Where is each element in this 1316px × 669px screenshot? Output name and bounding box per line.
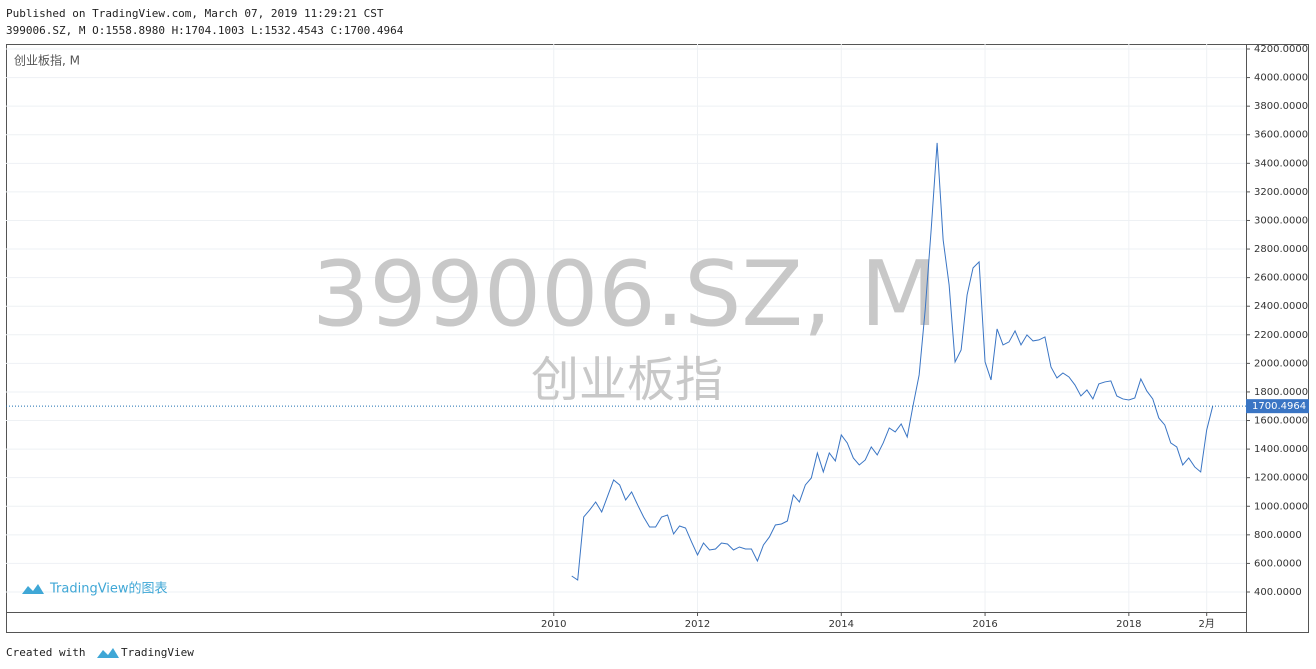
y-tick-label: 1000.0000 — [1254, 501, 1308, 512]
y-tick-label: 4200.0000 — [1254, 44, 1308, 55]
x-tick-label: 2018 — [1116, 619, 1141, 630]
x-tick-label: 2016 — [972, 619, 997, 630]
x-tick-label: 2月 — [1198, 618, 1214, 630]
y-tick-label: 4000.0000 — [1254, 73, 1308, 84]
y-tick-label: 3000.0000 — [1254, 215, 1308, 226]
y-tick-label: 800.0000 — [1254, 530, 1302, 541]
y-tick-label: 2600.0000 — [1254, 273, 1308, 284]
y-tick-label: 3200.0000 — [1254, 187, 1308, 198]
y-tick-label: 600.0000 — [1254, 558, 1302, 569]
y-tick-label: 3400.0000 — [1254, 158, 1308, 169]
watermark: 399006.SZ, M — [312, 242, 938, 347]
x-tick-label: 2014 — [829, 619, 854, 630]
x-tick-label: 2010 — [541, 619, 566, 630]
price-line — [571, 142, 1214, 581]
logo-text: TradingView的图表 — [49, 581, 168, 597]
y-tick-label: 2800.0000 — [1254, 244, 1308, 255]
last-price-label: 1700.4964 — [1252, 401, 1306, 412]
footer-logo-icon — [97, 648, 119, 658]
logo-icon — [22, 584, 44, 594]
chart-frame — [6, 44, 1309, 633]
x-tick-label: 2012 — [685, 619, 710, 630]
published-note: Published on TradingView.com, March 07, … — [6, 7, 384, 20]
y-tick-label: 1200.0000 — [1254, 473, 1308, 484]
ohlc-line: 399006.SZ, M O:1558.8980 H:1704.1003 L:1… — [6, 24, 404, 37]
y-tick-label: 1800.0000 — [1254, 387, 1308, 398]
footer-brand[interactable]: TradingView — [121, 646, 194, 659]
created-with: Created with — [6, 646, 85, 659]
y-tick-label: 2400.0000 — [1254, 301, 1308, 312]
y-tick-label: 400.0000 — [1254, 587, 1302, 598]
y-tick-label: 3600.0000 — [1254, 130, 1308, 141]
y-tick-label: 3800.0000 — [1254, 101, 1308, 112]
y-tick-label: 1400.0000 — [1254, 444, 1308, 455]
y-tick-label: 2200.0000 — [1254, 330, 1308, 341]
last-price-badge — [1246, 399, 1309, 414]
y-tick-label: 1600.0000 — [1254, 416, 1308, 427]
y-tick-label: 2000.0000 — [1254, 358, 1308, 369]
legend-title: 创业板指, M — [14, 53, 80, 68]
watermark-subtitle: 创业板指 — [531, 352, 723, 408]
